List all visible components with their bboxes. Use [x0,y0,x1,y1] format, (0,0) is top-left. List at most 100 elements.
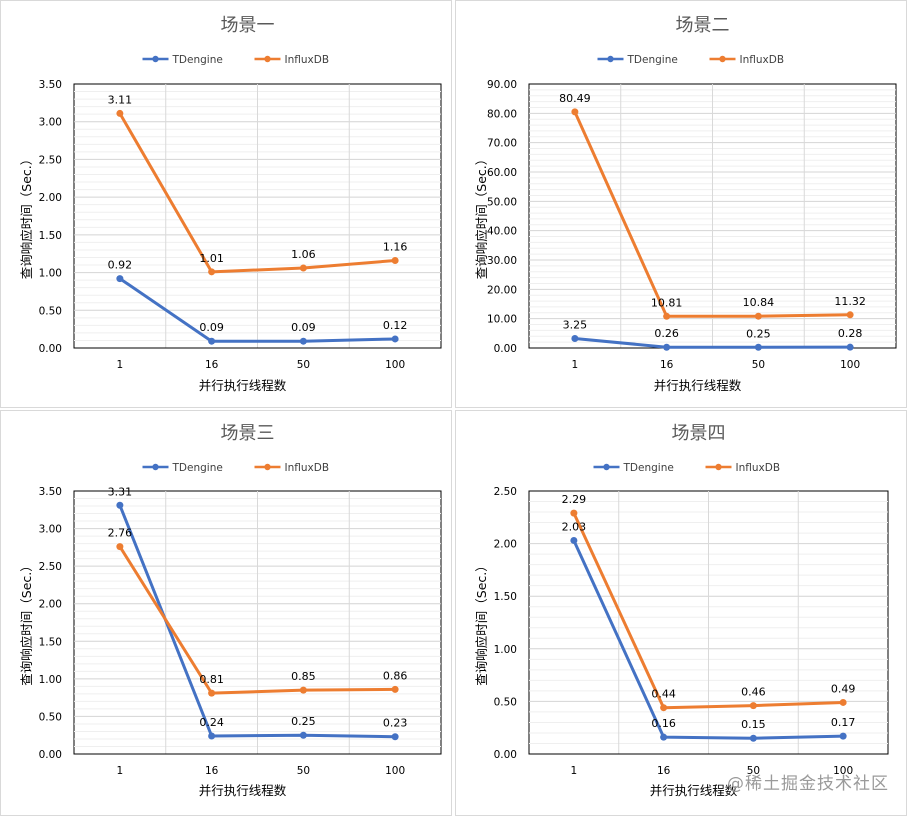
x-tick-label: 16 [205,765,219,777]
y-tick-label: 2.00 [39,192,62,204]
legend-influxdb-label: InfluxDB [285,462,330,474]
x-tick-label: 16 [657,765,671,777]
data-point-tdengine [299,337,307,345]
x-tick-label: 16 [205,359,219,371]
legend-tdengine-marker [152,55,159,63]
data-point-tdengine [299,731,307,739]
data-point-influxdb [839,698,847,706]
legend-tdengine-label: TDengine [627,54,678,66]
data-point-influxdb [571,108,579,116]
chart-title: 场景三 [221,423,275,444]
data-label-tdengine: 2.03 [562,520,587,533]
y-tick-label: 50.00 [487,196,517,208]
data-label-tdengine: 0.24 [199,716,224,729]
legend-tdengine-marker [603,463,610,471]
y-tick-label: 1.00 [39,268,62,280]
data-point-influxdb [208,689,216,697]
series-influxdb-line [572,511,845,710]
legend-tdengine-label: TDengine [172,462,223,474]
data-label-influxdb: 1.06 [291,248,316,261]
data-point-tdengine [846,343,854,351]
line-chart: 场景三 TDengine InfluxDB 0.00 0.50 1.00 1.50 2.00 2… [19,423,442,798]
legend-tdengine-label: TDengine [172,54,223,66]
legend-influxdb-marker [719,55,726,63]
x-tick-label: 100 [840,359,860,371]
legend-influxdb-label: InfluxDB [285,54,330,66]
y-tick-label: 1.00 [494,644,517,656]
data-label-tdengine: 0.12 [383,319,408,332]
series-influxdb-line [573,110,852,318]
y-tick-label: 0.50 [494,696,517,708]
data-label-influxdb: 11.32 [834,295,866,308]
chart-panel-scene-2: 场景二 TDengine InfluxDB 0.00 10.00 20.00 30.00 40… [455,0,907,408]
data-label-influxdb: 2.29 [562,493,587,506]
y-tick-label: 1.50 [39,636,62,648]
watermark: @稀土掘金技术社区 [727,774,889,794]
y-axis-title: 查询响应时间（Sec.） [474,559,489,685]
x-tick-label: 1 [117,359,124,371]
y-tick-label: 30.00 [487,255,517,267]
data-label-influxdb: 3.11 [108,93,133,106]
data-label-tdengine: 0.23 [383,717,408,730]
data-label-influxdb: 2.76 [108,527,133,540]
y-tick-label: 1.00 [39,674,62,686]
line-chart: 场景二 TDengine InfluxDB 0.00 10.00 20.00 30.00 40… [474,15,897,393]
y-tick-label: 3.50 [39,79,62,91]
x-tick-label: 50 [297,359,310,371]
legend-influxdb-marker [264,55,271,63]
x-axis-title: 并行执行线程数 [199,783,287,798]
data-label-influxdb: 0.49 [831,682,856,695]
x-tick-label: 1 [572,359,579,371]
data-point-influxdb [391,685,399,693]
series-influxdb-line [118,111,397,274]
y-tick-label: 70.00 [487,138,517,150]
data-label-influxdb: 1.01 [199,252,224,265]
data-point-tdengine [208,732,216,740]
data-label-influxdb: 0.81 [199,673,224,686]
legend-influxdb-marker [264,463,271,471]
data-label-influxdb: 0.46 [741,686,766,699]
data-point-influxdb [663,312,671,320]
data-point-tdengine [663,343,671,351]
legend-influxdb-label: InfluxDB [736,462,781,474]
data-label-tdengine: 3.25 [563,318,588,331]
legend-tdengine-marker [607,55,614,63]
y-axis-title: 查询响应时间（Sec.） [19,153,34,279]
data-point-tdengine [839,732,847,740]
series-influxdb-line [118,545,397,695]
data-label-influxdb: 1.16 [383,241,408,254]
y-tick-label: 3.00 [39,524,62,536]
y-tick-label: 80.00 [487,108,517,120]
data-point-tdengine [391,733,399,741]
data-label-tdengine: 0.92 [108,259,133,272]
y-tick-label: 3.50 [39,486,62,498]
legend-tdengine-marker [152,463,159,471]
data-label-tdengine: 0.17 [831,716,856,729]
y-tick-label: 1.50 [39,230,62,242]
data-label-influxdb: 0.86 [383,669,408,682]
y-tick-label: 0.50 [39,305,62,317]
x-tick-label: 100 [833,765,853,777]
series-tdengine-line [573,336,852,349]
data-label-tdengine: 0.16 [651,717,676,730]
y-tick-label: 0.00 [494,343,517,355]
y-tick-label: 2.50 [39,154,62,166]
data-point-influxdb [116,543,124,551]
data-label-tdengine: 3.31 [108,485,133,498]
y-tick-label: 60.00 [487,167,517,179]
data-label-tdengine: 0.25 [746,327,771,340]
y-tick-label: 40.00 [487,226,517,238]
y-tick-label: 10.00 [487,314,517,326]
series-tdengine-line [572,538,845,740]
y-tick-label: 0.00 [39,343,62,355]
x-tick-label: 100 [385,359,405,371]
data-point-tdengine [208,337,216,345]
y-tick-label: 2.50 [494,486,517,498]
x-axis-title: 并行执行线程数 [199,378,287,393]
data-label-influxdb: 10.84 [743,296,775,309]
data-point-influxdb [754,312,762,320]
data-label-influxdb: 0.85 [291,670,316,683]
data-label-tdengine: 0.25 [291,715,316,728]
data-label-influxdb: 80.49 [559,92,591,105]
y-tick-label: 90.00 [487,79,517,91]
